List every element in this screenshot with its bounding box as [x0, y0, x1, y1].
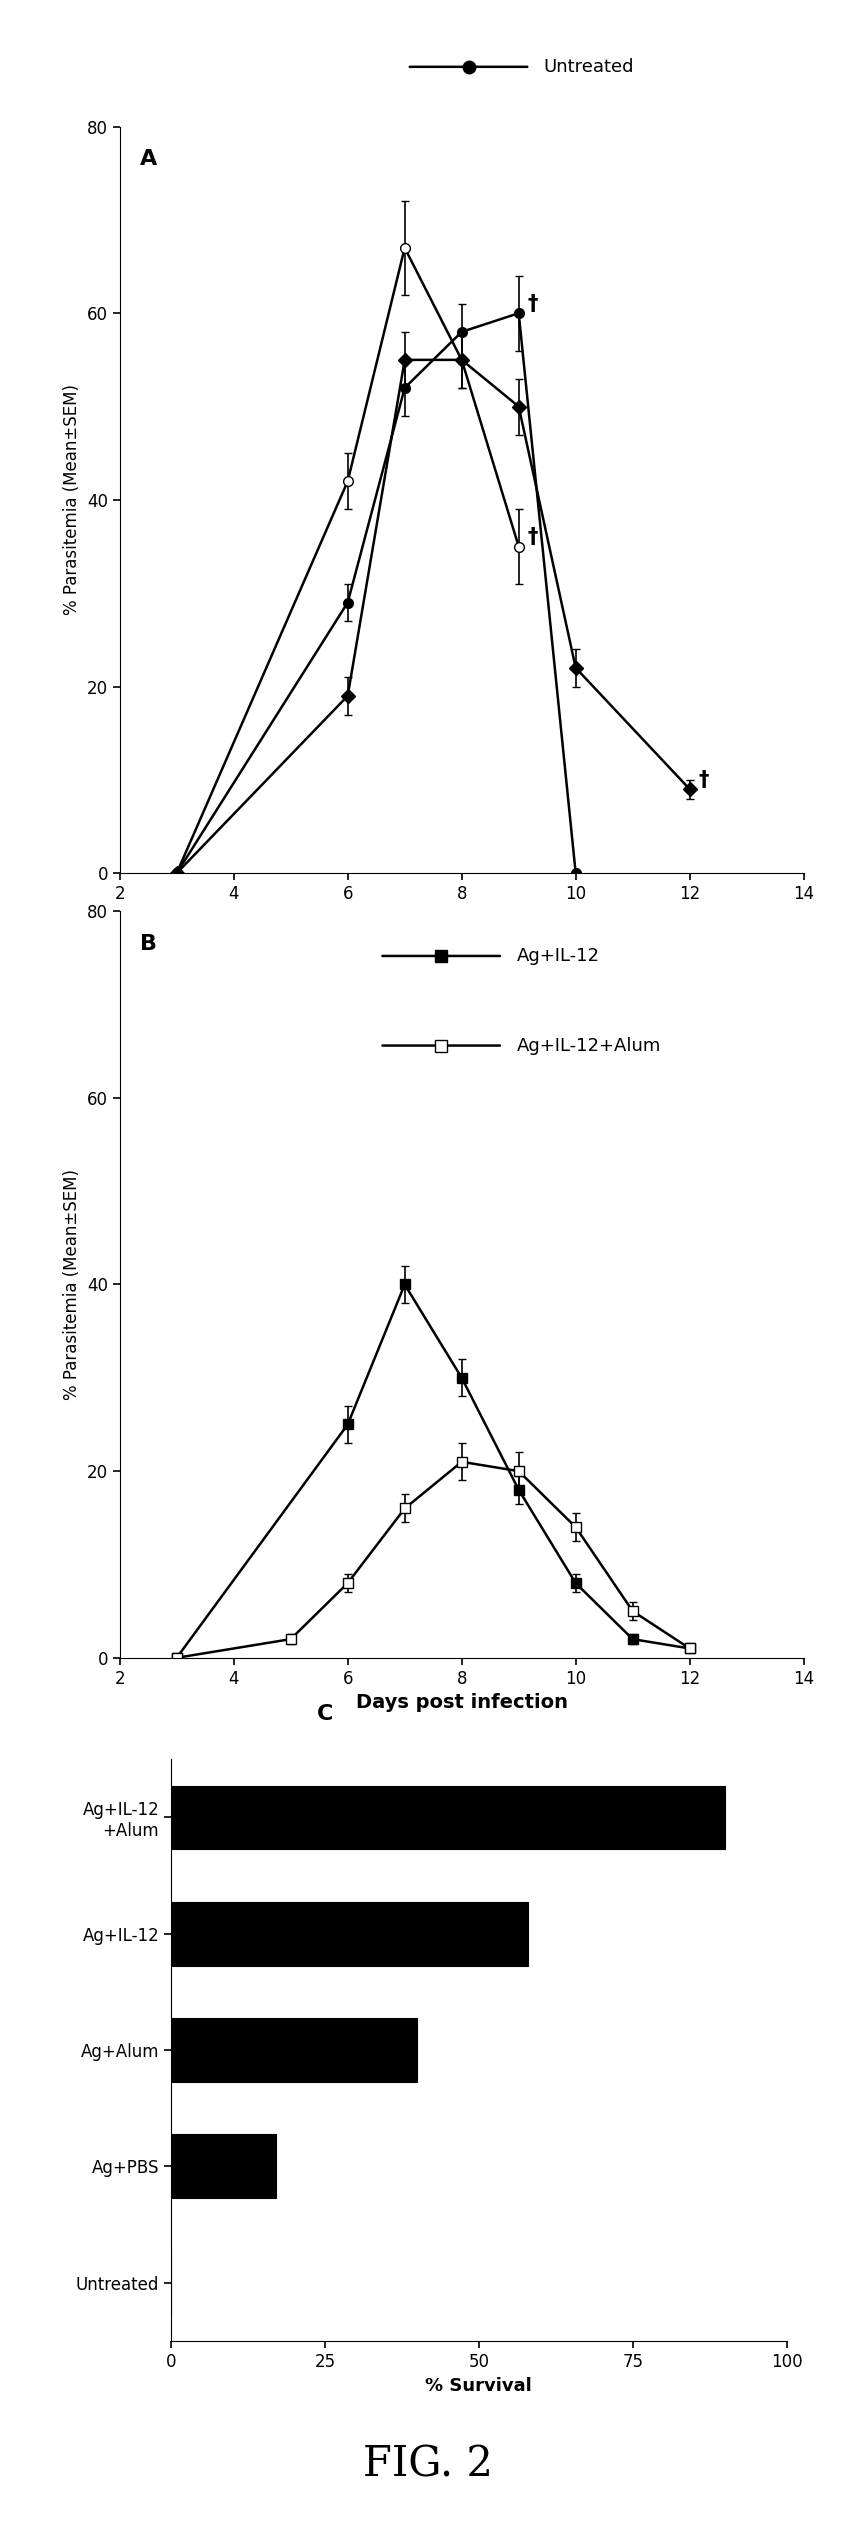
Text: A: A [140, 149, 157, 170]
Text: Untreated: Untreated [544, 58, 634, 76]
Text: †: † [528, 526, 538, 547]
Y-axis label: % Parasitemia (Mean±SEM): % Parasitemia (Mean±SEM) [63, 385, 81, 615]
Text: C: C [316, 1703, 333, 1724]
Text: B: B [140, 934, 157, 954]
Y-axis label: % Parasitemia (Mean±SEM): % Parasitemia (Mean±SEM) [63, 1169, 81, 1400]
Text: †: † [699, 769, 709, 790]
Bar [171, 1901, 528, 1967]
Text: Ag+IL-12+Alum: Ag+IL-12+Alum [516, 1038, 661, 1055]
Bar [171, 2017, 417, 2083]
Text: Ag+IL-12: Ag+IL-12 [516, 947, 599, 964]
Bar [171, 1784, 725, 1850]
X-axis label: % Survival: % Survival [426, 2377, 532, 2394]
X-axis label: Days post infection: Days post infection [356, 1693, 568, 1711]
Bar [171, 2134, 275, 2199]
Text: FIG. 2: FIG. 2 [363, 2442, 492, 2485]
Text: †: † [528, 294, 538, 314]
